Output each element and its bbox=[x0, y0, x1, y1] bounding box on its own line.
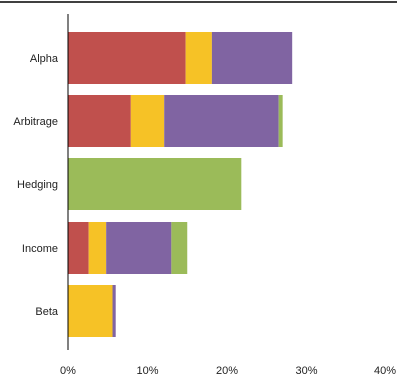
category-label-income: Income bbox=[22, 243, 58, 255]
bars-group bbox=[68, 32, 293, 337]
bar-segment-beta-2 bbox=[112, 285, 116, 337]
x-tick-label: 0% bbox=[60, 365, 76, 376]
bar-segment-alpha-1 bbox=[185, 32, 212, 84]
x-tick-label: 10% bbox=[136, 365, 158, 376]
bar-segment-alpha-0 bbox=[68, 32, 186, 84]
bar-segment-arbitrage-0 bbox=[68, 95, 131, 147]
bar-segment-arbitrage-2 bbox=[164, 95, 279, 147]
bar-segment-arbitrage-3 bbox=[278, 95, 283, 147]
bar-segment-income-2 bbox=[106, 222, 172, 274]
x-tick-label: 40% bbox=[374, 365, 396, 376]
x-tick-label: 20% bbox=[216, 365, 238, 376]
bar-segment-arbitrage-1 bbox=[130, 95, 165, 147]
bar-segment-income-3 bbox=[171, 222, 188, 274]
category-label-alpha: Alpha bbox=[30, 53, 59, 65]
category-label-hedging: Hedging bbox=[17, 179, 58, 191]
x-tick-labels: 0% 10% 20% 30% 40% bbox=[60, 365, 396, 376]
category-label-beta: Beta bbox=[35, 306, 59, 318]
x-tick-label: 30% bbox=[295, 365, 317, 376]
bar-segment-income-0 bbox=[68, 222, 89, 274]
bar-segment-income-1 bbox=[88, 222, 107, 274]
bar-segment-alpha-2 bbox=[211, 32, 293, 84]
category-labels: Alpha Arbitrage Hedging Income Beta bbox=[13, 53, 59, 318]
bar-segment-hedging-3 bbox=[68, 158, 242, 210]
category-label-arbitrage: Arbitrage bbox=[13, 116, 58, 128]
bar-segment-beta-1 bbox=[68, 285, 113, 337]
